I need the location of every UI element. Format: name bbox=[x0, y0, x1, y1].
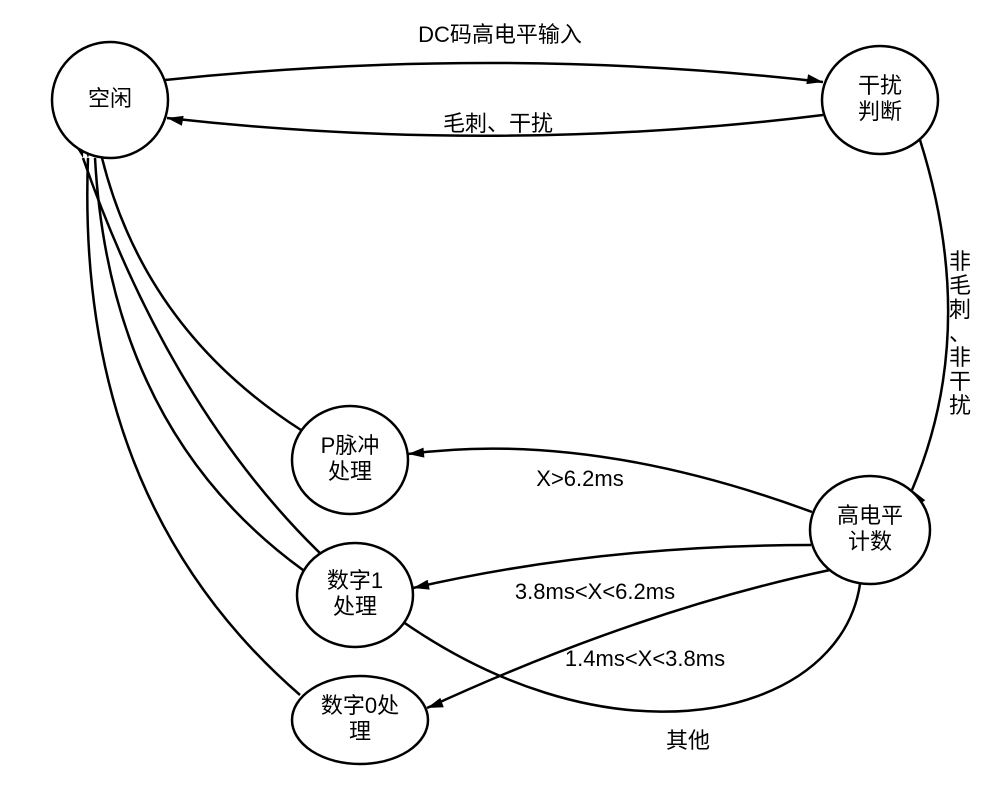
edge-path bbox=[87, 158, 300, 695]
edge-path bbox=[165, 63, 823, 82]
edge-label: 干 bbox=[949, 369, 971, 394]
nodes-group: 空闲干扰判断高电平计数P脉冲处理数字1处理数字0处理 bbox=[52, 42, 938, 764]
edge-hcount-to-digit1: 3.8ms<X<6.2ms bbox=[413, 545, 811, 604]
edge-path bbox=[912, 140, 948, 490]
edge-path bbox=[102, 158, 301, 430]
edge-label: 毛刺、干扰 bbox=[443, 111, 553, 136]
state-node-digit1: 数字1处理 bbox=[297, 543, 413, 647]
state-diagram: DC码高电平输入毛刺、干扰非毛刺、非干扰X>6.2ms3.8ms<X<6.2ms… bbox=[0, 0, 1000, 800]
node-label: 数字1 bbox=[327, 568, 383, 593]
state-node-idle: 空闲 bbox=[52, 42, 168, 158]
edge-path bbox=[95, 158, 303, 570]
node-label: P脉冲 bbox=[321, 433, 380, 458]
edge-digit1-to-idle bbox=[88, 141, 303, 570]
edge-label: 3.8ms<X<6.2ms bbox=[515, 579, 675, 604]
edge-hcount-to-ppulse: X>6.2ms bbox=[408, 448, 812, 512]
edge-label: DC码高电平输入 bbox=[418, 22, 582, 47]
edge-label: 其他 bbox=[666, 728, 710, 753]
edge-label: 刺 bbox=[949, 297, 971, 322]
edge-path bbox=[83, 158, 860, 712]
edge-disturb-to-idle: 毛刺、干扰 bbox=[167, 111, 823, 136]
edge-label: 非 bbox=[949, 345, 971, 370]
node-label: 判断 bbox=[858, 99, 902, 124]
edge-label: X>6.2ms bbox=[536, 466, 623, 491]
arrow-head bbox=[413, 580, 430, 590]
edge-label: 、 bbox=[949, 321, 971, 346]
edge-hcount-to-idle: 其他 bbox=[74, 141, 860, 753]
node-label: 理 bbox=[349, 719, 371, 744]
edge-label: 1.4ms<X<3.8ms bbox=[565, 646, 725, 671]
node-label: 计数 bbox=[848, 529, 892, 554]
edge-label: 非 bbox=[949, 249, 971, 274]
state-node-digit0: 数字0处理 bbox=[292, 676, 428, 764]
edge-digit0-to-idle bbox=[82, 142, 300, 695]
node-label: 数字0处 bbox=[321, 693, 399, 718]
node-label: 处理 bbox=[333, 594, 377, 619]
edge-label: 扰 bbox=[949, 393, 971, 418]
node-label: 空闲 bbox=[88, 86, 132, 111]
edge-disturb-to-hcount: 非毛刺、非干扰 bbox=[912, 140, 971, 506]
state-node-hcount: 高电平计数 bbox=[810, 476, 930, 584]
edge-idle-to-disturb: DC码高电平输入 bbox=[165, 22, 823, 84]
node-label: 干扰 bbox=[858, 73, 902, 98]
arrow-head bbox=[427, 698, 444, 708]
node-label: 处理 bbox=[328, 459, 372, 484]
state-node-disturb: 干扰判断 bbox=[822, 46, 938, 154]
edge-label: 毛 bbox=[949, 273, 971, 298]
edge-ppulse-to-idle bbox=[93, 141, 301, 430]
state-node-ppulse: P脉冲处理 bbox=[292, 406, 408, 514]
node-label: 高电平 bbox=[837, 503, 903, 528]
